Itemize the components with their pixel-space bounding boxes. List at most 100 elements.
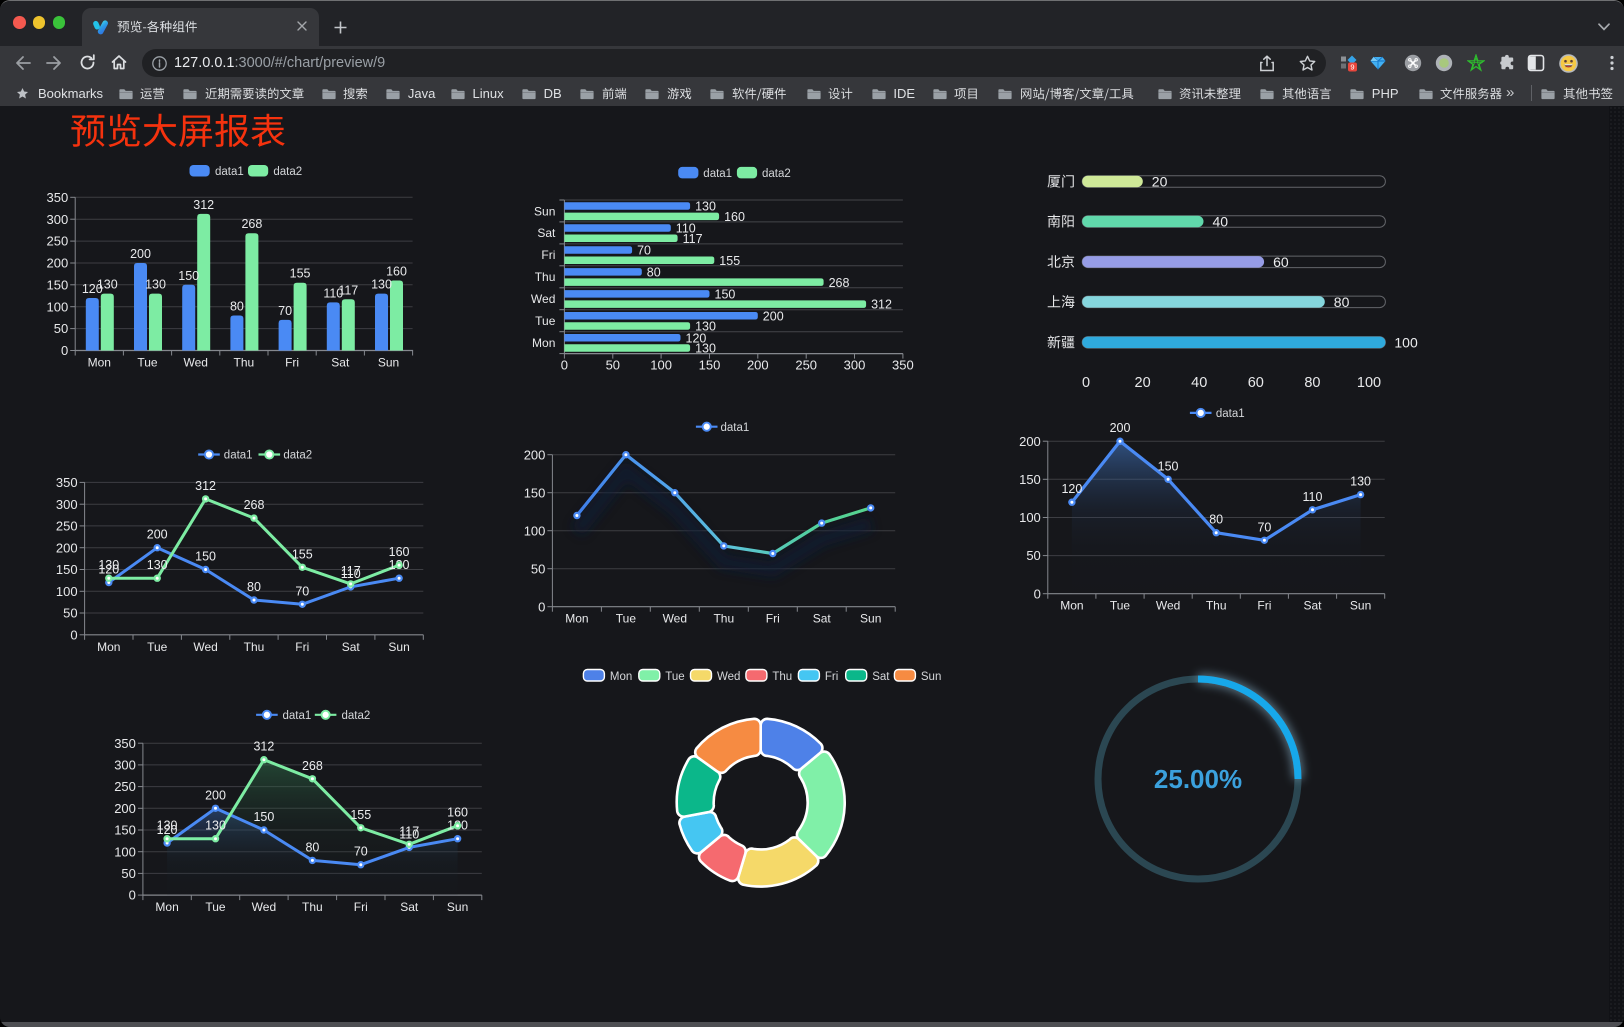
svg-text:100: 100 bbox=[1019, 510, 1041, 525]
svg-text:Fri: Fri bbox=[1257, 599, 1271, 613]
svg-text:150: 150 bbox=[524, 485, 546, 500]
svg-text:130: 130 bbox=[695, 342, 716, 356]
svg-text:Sat: Sat bbox=[331, 356, 350, 370]
svg-text:150: 150 bbox=[253, 810, 274, 824]
svg-text:160: 160 bbox=[386, 265, 407, 279]
svg-text:350: 350 bbox=[56, 475, 78, 490]
svg-text:100: 100 bbox=[650, 358, 672, 373]
svg-text:0: 0 bbox=[1082, 375, 1090, 391]
svg-text:Sun: Sun bbox=[1350, 599, 1371, 613]
svg-text:110: 110 bbox=[676, 222, 696, 236]
svg-text:50: 50 bbox=[1026, 548, 1040, 563]
svg-text:Wed: Wed bbox=[193, 640, 217, 654]
svg-text:Fri: Fri bbox=[285, 356, 299, 370]
svg-text:70: 70 bbox=[1257, 520, 1271, 534]
svg-text:70: 70 bbox=[278, 304, 292, 318]
svg-text:Tue: Tue bbox=[205, 900, 226, 914]
svg-text:Wed: Wed bbox=[252, 900, 276, 914]
svg-text:150: 150 bbox=[56, 562, 78, 577]
svg-text:155: 155 bbox=[719, 254, 740, 268]
svg-text:data1: data1 bbox=[703, 168, 732, 180]
svg-text:data2: data2 bbox=[342, 710, 371, 722]
svg-text:Thu: Thu bbox=[535, 270, 556, 284]
svg-text:80: 80 bbox=[247, 580, 261, 594]
svg-text:Mon: Mon bbox=[97, 640, 120, 654]
svg-text:160: 160 bbox=[724, 210, 745, 224]
svg-text:Wed: Wed bbox=[663, 612, 687, 626]
svg-text:117: 117 bbox=[338, 283, 358, 297]
svg-text:100: 100 bbox=[1394, 334, 1418, 350]
svg-text:Sat: Sat bbox=[537, 226, 556, 240]
svg-text:Mon: Mon bbox=[155, 900, 178, 914]
svg-text:70: 70 bbox=[637, 244, 651, 258]
svg-text:Wed: Wed bbox=[183, 356, 207, 370]
svg-text:Tue: Tue bbox=[147, 640, 168, 654]
svg-text:Fri: Fri bbox=[295, 640, 309, 654]
svg-text:130: 130 bbox=[205, 819, 226, 833]
svg-text:120: 120 bbox=[98, 563, 119, 577]
svg-text:250: 250 bbox=[795, 358, 817, 373]
svg-text:100: 100 bbox=[114, 844, 136, 859]
svg-text:data1: data1 bbox=[215, 166, 244, 178]
svg-text:130: 130 bbox=[147, 558, 168, 572]
svg-text:268: 268 bbox=[244, 498, 265, 512]
svg-text:80: 80 bbox=[1209, 513, 1223, 527]
svg-text:Tue: Tue bbox=[616, 612, 637, 626]
svg-text:300: 300 bbox=[114, 758, 136, 773]
svg-text:200: 200 bbox=[56, 540, 78, 555]
svg-text:Sat: Sat bbox=[400, 900, 419, 914]
svg-text:100: 100 bbox=[524, 523, 546, 538]
svg-text:80: 80 bbox=[647, 266, 661, 280]
svg-text:Sat: Sat bbox=[872, 671, 890, 683]
svg-text:Sat: Sat bbox=[1303, 599, 1322, 613]
svg-text:Fri: Fri bbox=[825, 671, 838, 683]
svg-text:70: 70 bbox=[295, 584, 309, 598]
svg-text:268: 268 bbox=[241, 217, 262, 231]
svg-text:160: 160 bbox=[389, 545, 410, 559]
svg-text:110: 110 bbox=[323, 286, 343, 300]
svg-text:160: 160 bbox=[447, 806, 468, 820]
svg-text:50: 50 bbox=[63, 606, 77, 621]
svg-text:80: 80 bbox=[1304, 375, 1320, 391]
svg-text:350: 350 bbox=[114, 736, 136, 751]
svg-text:0: 0 bbox=[70, 627, 77, 642]
svg-text:50: 50 bbox=[54, 321, 68, 336]
svg-text:Tue: Tue bbox=[665, 671, 684, 683]
svg-text:20: 20 bbox=[1152, 173, 1168, 189]
svg-text:0: 0 bbox=[1034, 586, 1041, 601]
svg-text:Wed: Wed bbox=[1156, 599, 1180, 613]
svg-text:Mon: Mon bbox=[1060, 599, 1083, 613]
svg-text:9: 9 bbox=[1350, 63, 1354, 72]
svg-text:80: 80 bbox=[305, 840, 319, 854]
svg-text:250: 250 bbox=[46, 234, 68, 249]
svg-text:110: 110 bbox=[399, 827, 419, 841]
svg-text:40: 40 bbox=[1191, 375, 1207, 391]
svg-text:Thu: Thu bbox=[772, 671, 792, 683]
svg-text:150: 150 bbox=[699, 358, 721, 373]
svg-text:300: 300 bbox=[844, 358, 866, 373]
svg-text:Sun: Sun bbox=[388, 640, 409, 654]
svg-text:Mon: Mon bbox=[610, 671, 632, 683]
svg-text:80: 80 bbox=[1334, 294, 1350, 310]
svg-text:0: 0 bbox=[61, 343, 68, 358]
svg-text:110: 110 bbox=[341, 567, 361, 581]
svg-text:200: 200 bbox=[130, 247, 151, 261]
svg-text:Mon: Mon bbox=[565, 612, 588, 626]
svg-text:300: 300 bbox=[56, 497, 78, 512]
svg-text:150: 150 bbox=[715, 287, 736, 301]
svg-text:312: 312 bbox=[871, 298, 892, 312]
svg-text:150: 150 bbox=[114, 823, 136, 838]
svg-text:Mon: Mon bbox=[532, 336, 555, 350]
svg-text:200: 200 bbox=[524, 447, 546, 462]
svg-text:150: 150 bbox=[1019, 472, 1041, 487]
svg-text:268: 268 bbox=[829, 276, 850, 290]
svg-text:Sat: Sat bbox=[342, 640, 361, 654]
svg-text:130: 130 bbox=[145, 278, 166, 292]
svg-text:40: 40 bbox=[1213, 213, 1229, 229]
svg-text:Tue: Tue bbox=[1110, 599, 1131, 613]
svg-text:50: 50 bbox=[606, 358, 620, 373]
svg-text:70: 70 bbox=[354, 845, 368, 859]
svg-text:155: 155 bbox=[290, 267, 311, 281]
svg-text:120: 120 bbox=[157, 823, 178, 837]
svg-text:120: 120 bbox=[1061, 482, 1082, 496]
